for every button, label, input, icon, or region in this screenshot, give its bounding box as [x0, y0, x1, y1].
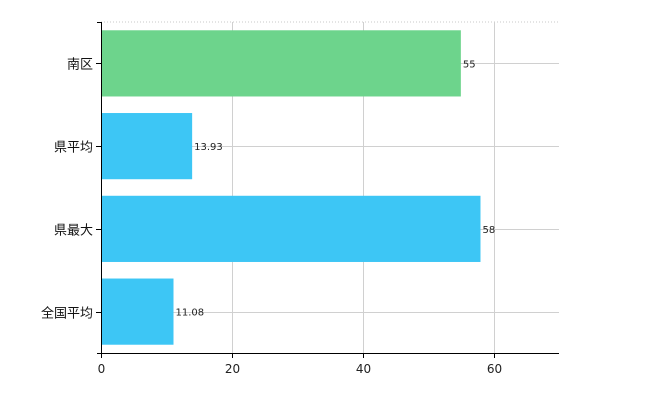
- category-label: 県平均: [54, 141, 93, 156]
- bar: [101, 30, 461, 97]
- data-label: 58: [482, 225, 495, 236]
- category-label: 全国平均: [41, 306, 93, 322]
- bar: [101, 195, 481, 262]
- data-label: 55: [463, 59, 476, 70]
- data-label: 13.93: [194, 142, 223, 153]
- bars-group: 55 13.93 58 11.08: [101, 30, 495, 345]
- x-tick-label: 40: [356, 362, 371, 376]
- x-tick-label: 0: [98, 362, 106, 376]
- bar: [101, 113, 193, 180]
- bar: [101, 278, 174, 345]
- x-tick-label: 20: [225, 362, 240, 376]
- data-label: 11.08: [175, 308, 204, 319]
- axes-group: [97, 22, 559, 354]
- category-label: 南区: [67, 57, 93, 73]
- category-label: 県最大: [54, 224, 93, 239]
- x-tick-label: 60: [487, 362, 502, 376]
- x-axis-ticks: 0 20 40 60: [98, 353, 502, 376]
